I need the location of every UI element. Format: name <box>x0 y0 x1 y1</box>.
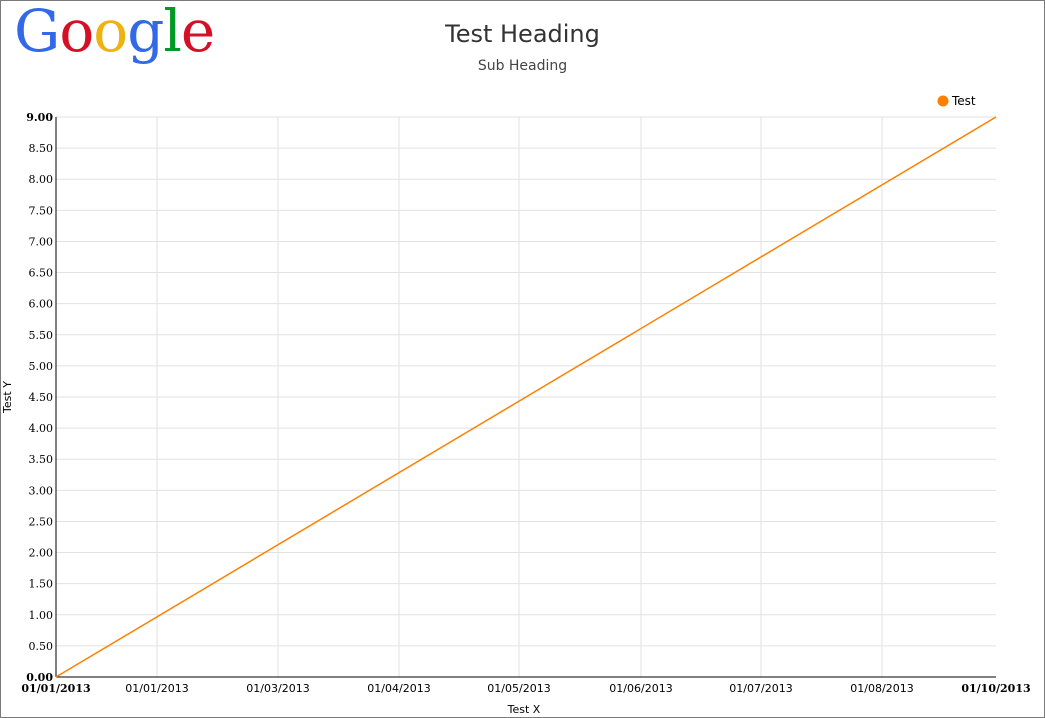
y-tick-label: 2.00 <box>29 547 54 560</box>
y-tick-label: 7.50 <box>29 204 54 217</box>
y-tick-label: 3.50 <box>29 453 54 466</box>
x-axis-label: Test X <box>507 703 541 716</box>
series-line <box>55 116 997 678</box>
x-tick-label: 01/01/2013 <box>125 682 188 695</box>
x-tick-label: 01/04/2013 <box>367 682 430 695</box>
x-tick-label: 01/03/2013 <box>246 682 309 695</box>
logo-letter: o <box>59 0 94 65</box>
google-logo: Google <box>14 0 215 65</box>
y-tick-label: 6.50 <box>29 267 54 280</box>
logo-letter: e <box>180 0 215 65</box>
x-tick-label: 01/06/2013 <box>609 682 672 695</box>
y-tick-label: 1.00 <box>29 609 54 622</box>
y-tick-label: 7.00 <box>29 235 54 248</box>
y-tick-label: 0.00 <box>26 671 53 684</box>
y-axis-label: Test Y <box>1 381 14 414</box>
y-tick-label: 8.50 <box>29 142 54 155</box>
y-tick-label: 8.00 <box>29 173 54 186</box>
y-tick-label: 5.50 <box>29 329 54 342</box>
x-tick-label: 01/01/2013 <box>21 682 90 695</box>
y-tick-label: 2.50 <box>29 515 54 528</box>
y-tick-label: 5.00 <box>29 360 54 373</box>
logo-letter: g <box>127 0 164 65</box>
y-tick-label: 1.50 <box>29 578 54 591</box>
y-tick-label: 6.00 <box>29 298 54 311</box>
logo-letter: G <box>14 0 60 65</box>
logo-letter: l <box>163 0 182 65</box>
legend-marker <box>937 95 949 107</box>
y-tick-label: 4.00 <box>29 422 54 435</box>
y-tick-label: 4.50 <box>29 391 54 404</box>
chart-title: Test Heading <box>445 20 600 48</box>
legend-label: Test <box>951 94 976 108</box>
logo-letter: o <box>93 0 128 65</box>
x-tick-label: 01/10/2013 <box>961 682 1030 695</box>
y-tick-label: 9.00 <box>26 111 53 124</box>
x-tick-label: 01/08/2013 <box>850 682 913 695</box>
y-tick-label: 0.50 <box>29 640 54 653</box>
x-tick-label: 01/07/2013 <box>729 682 792 695</box>
y-tick-label: 3.00 <box>29 484 54 497</box>
x-tick-label: 01/05/2013 <box>487 682 550 695</box>
chart-subtitle: Sub Heading <box>477 58 568 74</box>
